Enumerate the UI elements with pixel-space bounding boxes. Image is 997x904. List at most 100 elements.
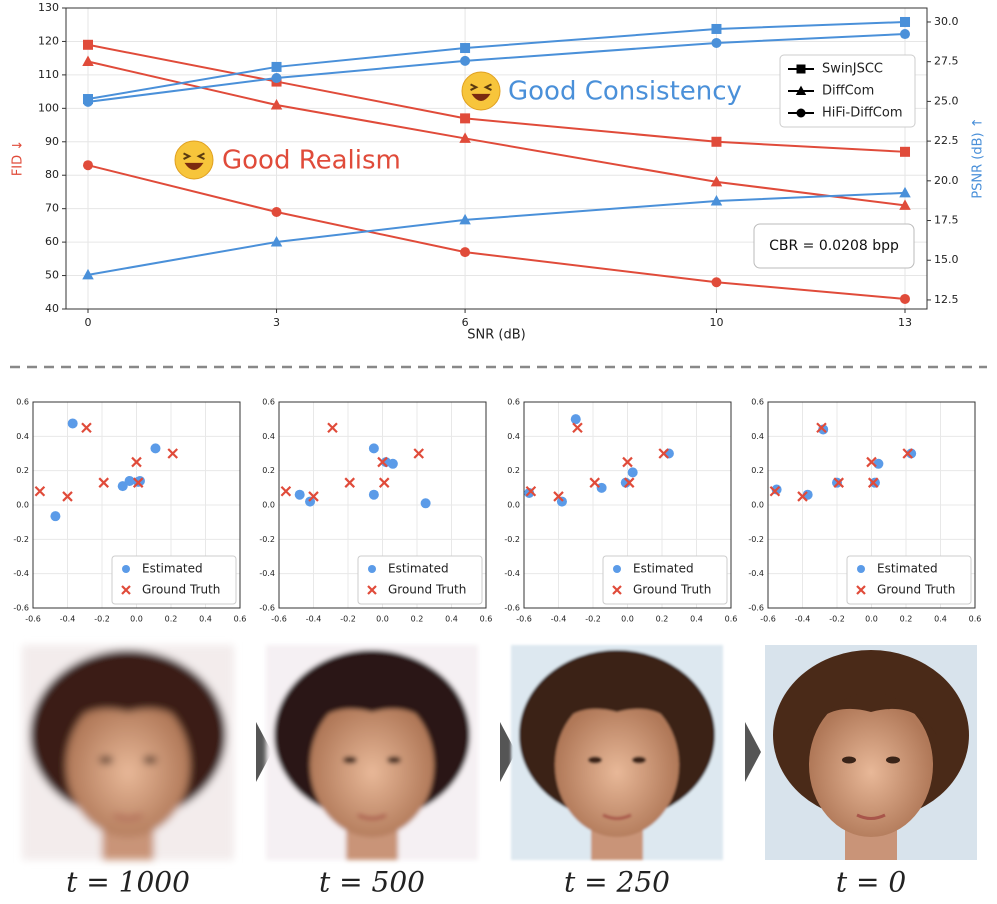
annotation: Good Consistency bbox=[508, 77, 742, 107]
marker bbox=[553, 491, 564, 502]
x-tick-label: -0.4 bbox=[306, 615, 322, 624]
y2-tick-label: 15.0 bbox=[934, 253, 959, 266]
legend-label: Ground Truth bbox=[633, 583, 711, 597]
marker bbox=[833, 477, 845, 488]
eye bbox=[588, 756, 602, 764]
emoji bbox=[183, 152, 205, 160]
x-axis-label: SNR (dB) bbox=[467, 328, 525, 343]
mouth bbox=[113, 813, 143, 820]
arrow bbox=[745, 722, 761, 782]
marker bbox=[459, 132, 471, 143]
x-tick-label: -0.4 bbox=[60, 615, 76, 624]
y-tick-label: -0.4 bbox=[748, 569, 764, 578]
legend-label: Estimated bbox=[633, 562, 694, 576]
marker bbox=[570, 414, 581, 425]
image-label: t = 250 bbox=[564, 866, 670, 899]
marker bbox=[711, 37, 722, 48]
y-tick-label: 110 bbox=[38, 68, 59, 81]
x-tick-label: 0.2 bbox=[656, 615, 669, 624]
marker bbox=[711, 277, 722, 288]
y-tick-label: 0.2 bbox=[751, 466, 764, 475]
marker bbox=[305, 496, 316, 507]
marker bbox=[900, 146, 911, 157]
y2-tick-label: 22.5 bbox=[934, 134, 959, 147]
x-tick-label: -0.6 bbox=[760, 615, 776, 624]
marker bbox=[117, 481, 128, 492]
x-tick-label: 0.4 bbox=[934, 615, 947, 624]
legend-label: Ground Truth bbox=[142, 583, 220, 597]
y-tick-label: 80 bbox=[45, 168, 59, 181]
marker bbox=[82, 160, 93, 171]
marker bbox=[377, 456, 388, 468]
plot-frame bbox=[32, 401, 241, 609]
legend-box bbox=[357, 555, 483, 605]
fringe bbox=[306, 692, 438, 735]
marker bbox=[710, 194, 723, 206]
x-tick-label: 0.6 bbox=[969, 615, 982, 624]
marker bbox=[710, 175, 723, 187]
legend-box bbox=[602, 555, 728, 605]
y-tick-label: -0.4 bbox=[13, 569, 29, 578]
image bbox=[266, 645, 478, 860]
y-tick-label: -0.2 bbox=[504, 535, 520, 544]
marker bbox=[796, 108, 806, 118]
y-tick-label: 0.2 bbox=[16, 466, 29, 475]
y2-tick-label: 27.5 bbox=[934, 55, 959, 68]
plot-frame bbox=[278, 401, 487, 609]
legend-label: DiffCom bbox=[822, 84, 874, 99]
y-tick-label: -0.4 bbox=[259, 569, 275, 578]
marker bbox=[344, 477, 356, 488]
annotation: CBR = 0.0208 bpp bbox=[769, 238, 899, 254]
x-tick-label: -0.4 bbox=[551, 615, 567, 624]
legend-box bbox=[846, 555, 972, 605]
annotation: Good Realism bbox=[222, 146, 401, 176]
legend-label: HiFi-DiffCom bbox=[822, 106, 903, 121]
marker bbox=[82, 39, 93, 50]
image bbox=[22, 645, 234, 860]
marker bbox=[271, 61, 282, 72]
marker bbox=[795, 85, 807, 96]
marker bbox=[900, 293, 911, 304]
y-tick-label: -0.4 bbox=[504, 569, 520, 578]
y-tick-label: -0.2 bbox=[748, 535, 764, 544]
marker bbox=[769, 485, 781, 497]
x-tick-label: 0.2 bbox=[165, 615, 178, 624]
marker bbox=[167, 448, 179, 459]
marker bbox=[873, 458, 884, 469]
marker bbox=[150, 443, 161, 454]
marker bbox=[796, 64, 806, 74]
y-tick-label: 130 bbox=[38, 1, 59, 14]
marker bbox=[82, 268, 94, 280]
y-tick-label: 90 bbox=[45, 135, 59, 148]
marker bbox=[62, 491, 73, 502]
marker bbox=[596, 482, 607, 493]
marker bbox=[663, 448, 674, 459]
x-tick-label: 0.0 bbox=[130, 615, 143, 624]
legend-label: SwinJSCC bbox=[822, 62, 883, 77]
arrow bbox=[500, 722, 516, 782]
marker bbox=[460, 43, 471, 54]
marker bbox=[816, 422, 827, 434]
marker bbox=[271, 73, 282, 84]
y-tick-label: -0.6 bbox=[13, 604, 29, 613]
annotation-box bbox=[753, 223, 915, 269]
eye bbox=[387, 756, 401, 764]
marker bbox=[459, 213, 471, 225]
emoji bbox=[461, 71, 501, 111]
marker bbox=[857, 565, 865, 573]
marker bbox=[866, 456, 877, 468]
marker bbox=[413, 448, 425, 459]
fringe bbox=[62, 692, 194, 735]
marker bbox=[368, 489, 379, 500]
marker bbox=[122, 565, 130, 573]
marker bbox=[832, 477, 842, 488]
marker bbox=[270, 235, 283, 247]
x-tick-label: 0.4 bbox=[690, 615, 703, 624]
y2-tick-label: 17.5 bbox=[934, 214, 959, 227]
x-tick-label: 0.6 bbox=[480, 615, 493, 624]
eye bbox=[632, 756, 646, 764]
y-tick-label: 40 bbox=[45, 302, 59, 315]
marker bbox=[556, 496, 567, 507]
marker bbox=[612, 585, 622, 595]
face bbox=[310, 693, 434, 837]
